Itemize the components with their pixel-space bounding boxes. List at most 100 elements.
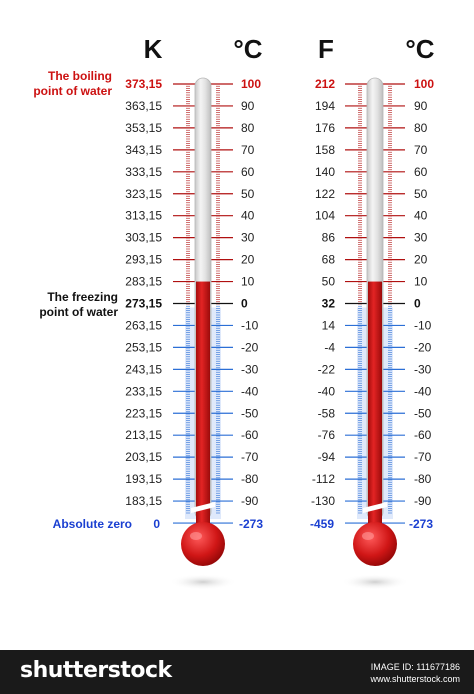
right-celsius-label: -60: [414, 428, 432, 442]
left-kelvin-label: 183,15: [125, 494, 162, 508]
celsius-header-left: °C: [233, 34, 262, 64]
left-kelvin-label: 193,15: [125, 472, 162, 486]
freezing-point-label-line2: point of water: [39, 305, 118, 319]
right-celsius-label: 0: [414, 297, 421, 311]
kelvin-header: K: [144, 34, 163, 64]
footer-image-id-label: IMAGE ID: 111677186: [370, 662, 460, 672]
left-celsius-label: 40: [241, 209, 255, 223]
left-celsius-label: 70: [241, 143, 255, 157]
left-celsius-label: 100: [241, 77, 261, 91]
boiling-point-label-line1: The boiling: [48, 69, 112, 83]
right-celsius-label: 20: [414, 253, 428, 267]
left-kelvin-label: 243,15: [125, 362, 162, 376]
right-fahrenheit-label: -130: [311, 494, 335, 508]
right-celsius-label: 60: [414, 165, 428, 179]
footer-bar: shutterstock IMAGE ID: 111677186 www.shu…: [0, 650, 474, 694]
left-kelvin-label: 373,15: [125, 77, 162, 91]
right-fahrenheit-label: 158: [315, 143, 335, 157]
right-celsius-label: 50: [414, 187, 428, 201]
left-kelvin-label: 293,15: [125, 253, 162, 267]
right-bulb-highlight: [362, 532, 374, 540]
left-celsius-label: -90: [241, 494, 259, 508]
right-celsius-label: -80: [414, 472, 432, 486]
left-kelvin-label: 273,15: [125, 297, 162, 311]
left-celsius-label: 10: [241, 275, 255, 289]
left-celsius-label: 20: [241, 253, 255, 267]
footer-brand: shutterstock: [20, 658, 172, 683]
left-celsius-label: -70: [241, 450, 259, 464]
right-celsius-label: 40: [414, 209, 428, 223]
right-fahrenheit-label: -94: [318, 450, 336, 464]
fahrenheit-header: F: [318, 34, 334, 64]
footer-site: www.shutterstock.com: [370, 674, 460, 684]
left-kelvin-label: 253,15: [125, 340, 162, 354]
right-celsius-label: 70: [414, 143, 428, 157]
fahrenheit-zero-label: -459: [310, 517, 334, 531]
right-celsius-label: -10: [414, 318, 432, 332]
celsius-zero-label-right: -273: [409, 517, 433, 531]
right-fahrenheit-label: 86: [322, 231, 336, 245]
left-celsius-label: -50: [241, 406, 259, 420]
left-kelvin-label: 313,15: [125, 209, 162, 223]
right-celsius-label: -20: [414, 340, 432, 354]
left-celsius-label: -20: [241, 340, 259, 354]
freezing-point-label-line1: The freezing: [47, 290, 118, 304]
right-fahrenheit-label: -58: [318, 406, 336, 420]
right-fahrenheit-label: -40: [318, 384, 336, 398]
right-fahrenheit-label: 50: [322, 275, 336, 289]
right-celsius-label: -40: [414, 384, 432, 398]
thermometer-diagram: K °C F °C The boiling point of water The…: [33, 34, 435, 590]
left-celsius-label: 30: [241, 231, 255, 245]
left-kelvin-label: 353,15: [125, 121, 162, 135]
right-fahrenheit-label: 68: [322, 253, 336, 267]
scale-labels-layer: 373,15 363,15 353,15 343,15 333,15 323,15 313,…: [125, 77, 434, 508]
left-celsius-label: -60: [241, 428, 259, 442]
left-celsius-label: -40: [241, 384, 259, 398]
left-celsius-label: 90: [241, 99, 255, 113]
right-celsius-label: 30: [414, 231, 428, 245]
right-celsius-label: -30: [414, 362, 432, 376]
right-fahrenheit-label: 194: [315, 99, 335, 113]
left-bulb-highlight: [190, 532, 202, 540]
left-kelvin-label: 263,15: [125, 318, 162, 332]
right-celsius-label: -90: [414, 494, 432, 508]
left-celsius-label: -10: [241, 318, 259, 332]
left-celsius-label: -30: [241, 362, 259, 376]
right-fahrenheit-label: 32: [322, 297, 336, 311]
right-celsius-label: -70: [414, 450, 432, 464]
celsius-header-right: °C: [405, 34, 434, 64]
right-fahrenheit-label: -4: [324, 340, 335, 354]
right-thermometer-fluid: [368, 281, 382, 540]
left-celsius-label: 60: [241, 165, 255, 179]
left-thermometer-fluid: [196, 281, 210, 540]
right-fahrenheit-label: 212: [315, 77, 335, 91]
left-kelvin-label: 283,15: [125, 275, 162, 289]
left-kelvin-label: 213,15: [125, 428, 162, 442]
left-celsius-label: 80: [241, 121, 255, 135]
footer-image-id: IMAGE ID: 111677186 www.shutterstock.com: [370, 661, 460, 685]
left-kelvin-label: 323,15: [125, 187, 162, 201]
left-celsius-label: 50: [241, 187, 255, 201]
right-celsius-label: 90: [414, 99, 428, 113]
thermometers-layer: [181, 77, 397, 566]
right-fahrenheit-label: 140: [315, 165, 335, 179]
right-celsius-label: 80: [414, 121, 428, 135]
celsius-zero-label-left: -273: [239, 517, 263, 531]
right-fahrenheit-label: -112: [312, 472, 335, 486]
left-kelvin-label: 333,15: [125, 165, 162, 179]
right-fahrenheit-label: -76: [318, 428, 336, 442]
boiling-point-label-line2: point of water: [33, 84, 112, 98]
left-bulb-shadow: [169, 574, 237, 590]
right-fahrenheit-label: 122: [315, 187, 335, 201]
left-kelvin-label: 203,15: [125, 450, 162, 464]
left-kelvin-label: 233,15: [125, 384, 162, 398]
left-thermometer-bulb: [181, 522, 225, 566]
left-kelvin-label: 363,15: [125, 99, 162, 113]
right-celsius-label: 10: [414, 275, 428, 289]
left-celsius-label: -80: [241, 472, 259, 486]
right-fahrenheit-label: 176: [315, 121, 335, 135]
right-thermometer-bulb: [353, 522, 397, 566]
left-scale-break: [191, 502, 215, 513]
kelvin-zero-label: 0: [153, 517, 160, 531]
right-bulb-shadow: [341, 574, 409, 590]
